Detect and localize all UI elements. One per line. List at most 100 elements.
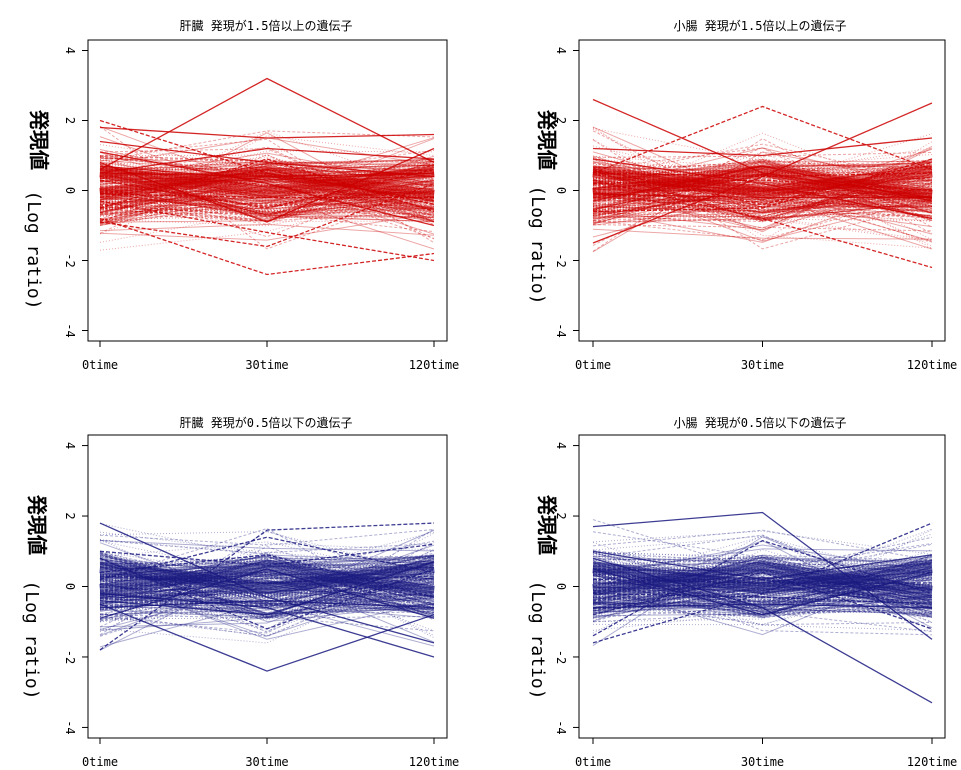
series-line — [592, 589, 933, 618]
series-line — [592, 161, 933, 212]
series-line — [592, 197, 933, 219]
series-line — [592, 592, 933, 605]
series-line — [592, 559, 933, 613]
series-line — [99, 190, 435, 218]
x-tick-label: 30time — [245, 358, 288, 372]
series-line — [592, 562, 933, 618]
series-line — [592, 148, 933, 201]
panel-title: 小腸 発現が0.5倍以下の遺伝子 — [674, 415, 847, 430]
series-line — [99, 582, 435, 609]
series-line — [592, 181, 933, 219]
series-line — [592, 192, 933, 205]
series-line — [592, 573, 933, 612]
series-line — [99, 531, 435, 576]
series-line — [99, 119, 435, 202]
series-line — [99, 173, 435, 238]
series-line — [592, 592, 933, 615]
series-line — [99, 165, 435, 199]
plot-area: -4 -2 0 2 4 0time 30time 120time — [554, 39, 957, 372]
series-line — [592, 172, 933, 178]
series-line — [99, 522, 435, 644]
series-line — [99, 138, 435, 244]
series-line — [592, 127, 933, 247]
y-axis-label-en: (Log ratio) — [527, 185, 548, 304]
panel-title: 小腸 発現が1.5倍以上の遺伝子 — [674, 18, 847, 33]
series-line — [592, 197, 933, 212]
series-line — [592, 590, 933, 607]
series-line — [99, 581, 435, 619]
series-line — [99, 540, 435, 552]
series-line — [99, 163, 435, 216]
series-line — [592, 557, 933, 704]
series-line — [99, 572, 435, 643]
series-line — [99, 167, 435, 210]
series-line — [99, 173, 435, 218]
series-line — [99, 193, 434, 199]
series-line — [99, 160, 435, 217]
series-line — [592, 126, 933, 202]
series-line — [592, 560, 933, 623]
series-line — [99, 217, 435, 276]
series-line — [592, 165, 933, 217]
series-line — [99, 158, 435, 213]
series-line — [592, 529, 933, 561]
series-line — [99, 192, 435, 218]
series-line — [592, 586, 933, 603]
y-tick-label: 2 — [554, 512, 568, 519]
series-line — [99, 163, 435, 208]
series-line — [99, 191, 435, 215]
series-line — [99, 530, 435, 636]
series-line — [99, 569, 435, 633]
series-line — [99, 185, 435, 220]
series-line — [99, 195, 435, 210]
series-line — [99, 578, 435, 607]
series-line — [99, 543, 435, 567]
plot-area: -4 -2 0 2 4 0time 30time 120time — [554, 434, 957, 769]
series-line — [99, 551, 435, 619]
series-line — [592, 511, 933, 640]
series-line — [592, 165, 933, 202]
series-line — [592, 531, 933, 631]
series-line — [99, 77, 435, 171]
series-line — [592, 607, 933, 617]
series-line — [592, 179, 933, 192]
series-line — [592, 167, 933, 219]
series-line — [592, 581, 933, 617]
series-line — [592, 605, 933, 623]
series-line — [99, 587, 435, 611]
series-line — [99, 187, 435, 208]
series-line — [99, 542, 435, 647]
series-line — [592, 603, 933, 609]
series-line — [592, 203, 933, 228]
y-axis-label-jp: 発現値 — [535, 109, 559, 170]
series-line — [99, 177, 435, 202]
series-line — [592, 165, 933, 222]
series-line — [99, 560, 435, 585]
series-line — [99, 589, 435, 622]
series-line — [99, 199, 435, 214]
series-line — [99, 582, 435, 618]
series-line — [592, 562, 933, 574]
y-axis-label-jp: 発現値 — [535, 494, 559, 555]
series-lines — [592, 511, 933, 704]
series-line — [592, 559, 933, 622]
y-axis-label-en: (Log ratio) — [23, 190, 44, 309]
y-tick-label: -2 — [63, 650, 77, 664]
series-line — [592, 171, 933, 219]
series-line — [592, 224, 933, 232]
series-line — [592, 580, 933, 614]
series-line — [592, 177, 933, 223]
panel-title: 肝臓 発現が1.5倍以上の遺伝子 — [180, 18, 353, 33]
series-line — [99, 559, 435, 632]
series-line — [592, 188, 933, 220]
series-line — [592, 556, 933, 603]
series-line — [99, 184, 435, 221]
series-line — [592, 187, 933, 219]
chart-panel-intestine-up: 小腸 発現が1.5倍以上の遺伝子 発現値 (Log ratio) -4 -2 0 2 4… — [527, 18, 957, 372]
series-line — [592, 165, 933, 201]
series-line — [592, 551, 933, 591]
series-line — [99, 159, 435, 213]
series-line — [592, 159, 933, 196]
series-line — [99, 597, 435, 606]
